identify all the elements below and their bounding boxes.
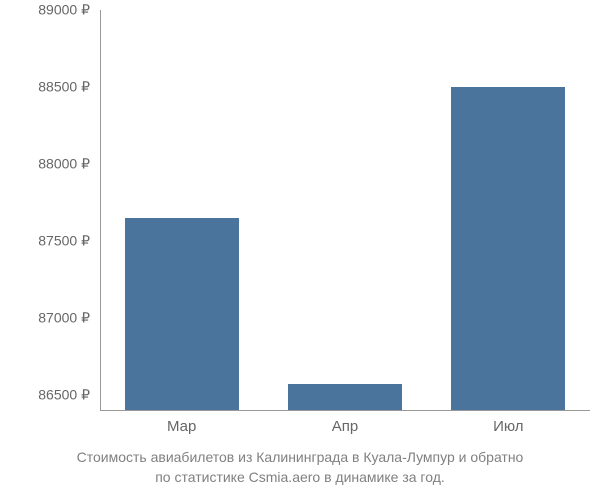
chart-caption: Стоимость авиабилетов из Калининграда в …: [0, 448, 600, 487]
y-tick-label: 88000 ₽: [38, 155, 90, 172]
bar: [125, 218, 239, 410]
y-tick-label: 86500 ₽: [38, 386, 90, 403]
plot-area: [100, 10, 590, 410]
x-tick-label: Июл: [493, 418, 523, 435]
x-axis: Мар Апр Июл: [100, 418, 590, 443]
x-axis-line: [100, 410, 590, 411]
y-axis: 86500 ₽87000 ₽87500 ₽88000 ₽88500 ₽89000…: [0, 10, 95, 410]
caption-line-1: Стоимость авиабилетов из Калининграда в …: [0, 448, 600, 468]
y-tick-label: 89000 ₽: [38, 2, 90, 19]
y-tick-label: 87000 ₽: [38, 309, 90, 326]
price-dynamics-chart: 86500 ₽ 87000 ₽ 87500 ₽ 88000 ₽ 88500 ₽ 89000…: [0, 0, 600, 500]
y-tick-label: 87500 ₽: [38, 232, 90, 249]
caption-line-2: по статистике Csmia.aero в динамике за г…: [0, 468, 600, 488]
y-tick-label: 88500 ₽: [38, 78, 90, 95]
x-tick-label: Мар: [167, 418, 196, 435]
bar: [288, 384, 402, 410]
x-tick-label: Апр: [332, 418, 358, 435]
bar: [451, 87, 565, 410]
